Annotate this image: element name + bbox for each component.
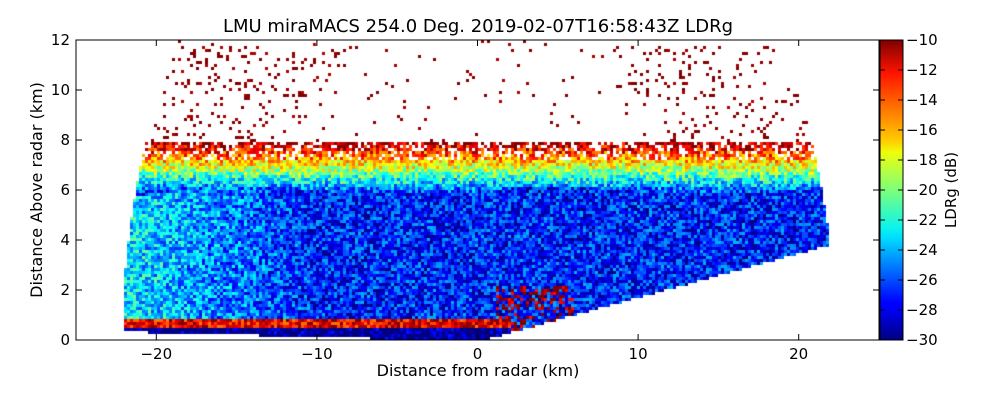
- x-axis: −20 −10 0 10 20: [140, 40, 808, 363]
- colorbar-tick-label: −18: [906, 151, 938, 169]
- chart-title: LMU miraMACS 254.0 Deg. 2019-02-07T16:58…: [223, 16, 733, 37]
- y-tick-label: 4: [60, 231, 70, 249]
- y-axis-label: Distance Above radar (km): [27, 82, 46, 298]
- colorbar-tick-label: −10: [906, 31, 938, 49]
- y-tick-label: 12: [51, 31, 70, 49]
- y-tick-label: 10: [51, 81, 70, 99]
- x-tick-label: 10: [629, 345, 648, 363]
- x-tick-label: −10: [301, 345, 333, 363]
- y-tick-label: 8: [60, 131, 70, 149]
- colorbar-tick-label: −24: [906, 241, 938, 259]
- x-tick-label: −20: [140, 345, 172, 363]
- colorbar-ticks: −10 −12 −14 −16 −18 −20 −22 −24 −26 −28 −30: [880, 31, 938, 349]
- colorbar-tick-label: −12: [906, 61, 938, 79]
- y-axis: 0 2 4 6 8 10 12: [51, 31, 879, 349]
- y-tick-label: 6: [60, 181, 70, 199]
- colorbar-tick-label: −28: [906, 301, 938, 319]
- colorbar-tick-label: −30: [906, 331, 938, 349]
- colorbar-tick-label: −14: [906, 91, 938, 109]
- x-tick-label: 20: [789, 345, 808, 363]
- heatmap-raster: [76, 40, 879, 340]
- y-tick-label: 0: [60, 331, 70, 349]
- ldr-heatmap: [76, 40, 879, 340]
- colorbar-tick-label: −22: [906, 211, 938, 229]
- x-axis-label: Distance from radar (km): [377, 361, 580, 380]
- colorbar-tick-label: −16: [906, 121, 938, 139]
- y-tick-label: 2: [60, 281, 70, 299]
- colorbar-label: LDRg (dB): [942, 152, 960, 228]
- x-tick-label: 0: [473, 345, 483, 363]
- colorbar-tick-label: −20: [906, 181, 938, 199]
- colorbar-tick-label: −26: [906, 271, 938, 289]
